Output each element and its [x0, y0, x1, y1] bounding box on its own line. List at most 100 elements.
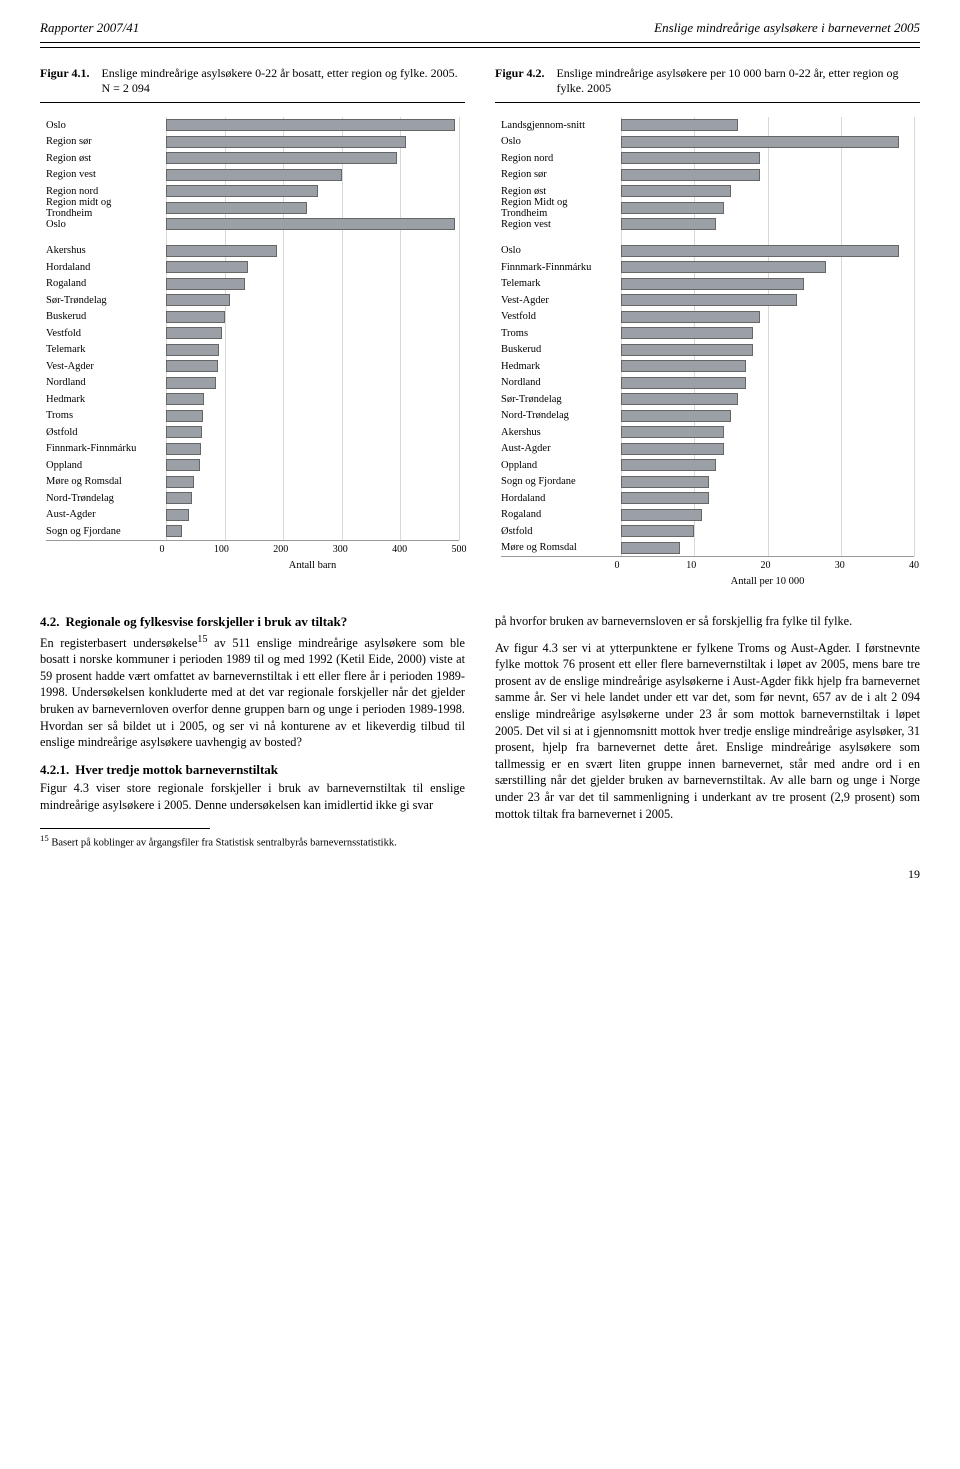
chart-bar: [621, 327, 753, 339]
chart-bar-label: Region nord: [501, 153, 621, 164]
section-4-2-1-title: Hver tredje mottok barnevernstiltak: [75, 761, 278, 779]
para-4-2-intro: En registerbasert undersøkelse15 av 511 …: [40, 633, 465, 751]
chart-bar: [166, 218, 455, 230]
chart-bar-label: Region Midt og Trondheim: [501, 197, 621, 219]
chart-bar: [166, 377, 216, 389]
chart-bar-label: Oppland: [46, 460, 166, 471]
chart-bar-track: [166, 169, 459, 181]
chart-bar-label: Region nord: [46, 186, 166, 197]
chart-x-tick: 500: [452, 544, 467, 555]
chart-bar-row: Region øst: [46, 150, 459, 167]
chart-bar-track: [166, 278, 459, 290]
chart-bar: [621, 476, 709, 488]
chart-x-tick: 100: [214, 544, 229, 555]
chart-bar-track: [166, 393, 459, 405]
chart-bar-label: Oslo: [501, 136, 621, 147]
chart-bar-row: Møre og Romsdal: [501, 540, 914, 557]
chart-bar-row: Rogaland: [46, 276, 459, 293]
chart-right-plot: Landsgjennom-snittOsloRegion nordRegion …: [501, 117, 914, 557]
chart-bar-row: Region Midt og Trondheim: [501, 200, 914, 217]
chart-bar-label: Telemark: [501, 278, 621, 289]
chart-bar: [621, 377, 746, 389]
chart-bar: [166, 476, 194, 488]
chart-bar-track: [166, 311, 459, 323]
chart-bar-label: Nord-Trøndelag: [46, 493, 166, 504]
chart-bar-row: Akershus: [46, 243, 459, 260]
chart-bar-row: Oslo: [46, 216, 459, 233]
chart-bar: [166, 459, 200, 471]
chart-gridline: [459, 117, 460, 540]
chart-bar: [621, 169, 760, 181]
chart-bar-row: Aust-Agder: [46, 507, 459, 524]
chart-bar: [166, 492, 192, 504]
chart-bar-label: Sogn og Fjordane: [501, 476, 621, 487]
chart-bar: [166, 360, 218, 372]
chart-bar-track: [621, 119, 914, 131]
chart-bar-track: [166, 136, 459, 148]
chart-bar: [621, 542, 680, 554]
chart-bar: [621, 410, 731, 422]
chart-bar-row: Region sør: [46, 134, 459, 151]
figure-4-2-chart: Landsgjennom-snittOsloRegion nordRegion …: [495, 109, 920, 591]
chart-bar-row: Hedmark: [501, 358, 914, 375]
chart-bar-row: Finnmark-Finnmárku: [46, 441, 459, 458]
chart-bar-track: [621, 393, 914, 405]
chart-gridline: [914, 117, 915, 556]
footnote-15: 15 Basert på koblinger av årgangsfiler f…: [40, 833, 465, 850]
chart-bar-row: Sør-Trøndelag: [46, 292, 459, 309]
chart-bar-label: Sogn og Fjordane: [46, 526, 166, 537]
chart-bar: [166, 294, 230, 306]
chart-bar-track: [166, 459, 459, 471]
chart-bar-row: Møre og Romsdal: [46, 474, 459, 491]
chart-bar-track: [166, 327, 459, 339]
chart-bar-track: [166, 377, 459, 389]
chart-bar-track: [621, 426, 914, 438]
body-left-column: 4.2. Regionale og fylkesvise forskjeller…: [40, 613, 465, 849]
chart-bar: [166, 278, 245, 290]
chart-bar-row: Vest-Agder: [46, 358, 459, 375]
chart-left-plot: OsloRegion sørRegion østRegion vestRegio…: [46, 117, 459, 541]
chart-bar-row: Oslo: [46, 117, 459, 134]
chart-bar-row: Region midt og Trondheim: [46, 200, 459, 217]
chart-bar: [621, 360, 746, 372]
chart-bar-row: Troms: [46, 408, 459, 425]
chart-bar: [621, 459, 716, 471]
chart-x-tick: 0: [615, 560, 620, 571]
figure-4-2-desc: Enslige mindreårige asylsøkere per 10 00…: [556, 66, 920, 96]
chart-bar: [166, 261, 248, 273]
chart-bar: [166, 443, 201, 455]
figure-4-2-number: Figur 4.2.: [495, 66, 544, 96]
chart-bar-track: [166, 426, 459, 438]
chart-bar-row: Region vest: [501, 216, 914, 233]
chart-bar-track: [621, 152, 914, 164]
chart-bar-label: Rogaland: [46, 278, 166, 289]
chart-bar: [166, 136, 406, 148]
chart-bar: [621, 278, 804, 290]
figure-4-1-number: Figur 4.1.: [40, 66, 89, 96]
chart-bar-label: Oslo: [501, 245, 621, 256]
chart-bar: [621, 525, 694, 537]
chart-left-x-title: Antall barn: [166, 560, 459, 571]
chart-bar: [166, 410, 203, 422]
chart-bar-track: [621, 202, 914, 214]
chart-bar-row: Vest-Agder: [501, 292, 914, 309]
chart-bar-row: Telemark: [501, 276, 914, 293]
chart-bar-row: Oslo: [501, 243, 914, 260]
chart-bar-track: [166, 185, 459, 197]
chart-bar-track: [621, 218, 914, 230]
chart-bar-label: Hedmark: [501, 361, 621, 372]
chart-bar: [621, 426, 724, 438]
chart-x-tick: 10: [686, 560, 696, 571]
chart-bar-label: Finnmark-Finnmárku: [501, 262, 621, 273]
chart-bar-track: [166, 443, 459, 455]
chart-bar-label: Troms: [501, 328, 621, 339]
chart-bar-label: Finnmark-Finnmárku: [46, 443, 166, 454]
para-4-2-text-a: En registerbasert undersøkelse: [40, 636, 197, 650]
chart-bar-label: Hordaland: [501, 493, 621, 504]
chart-bar-track: [166, 360, 459, 372]
chart-bar-label: Aust-Agder: [46, 509, 166, 520]
chart-bar-track: [621, 443, 914, 455]
chart-bar-track: [166, 525, 459, 537]
chart-bar-track: [166, 245, 459, 257]
chart-bar-row: Akershus: [501, 424, 914, 441]
